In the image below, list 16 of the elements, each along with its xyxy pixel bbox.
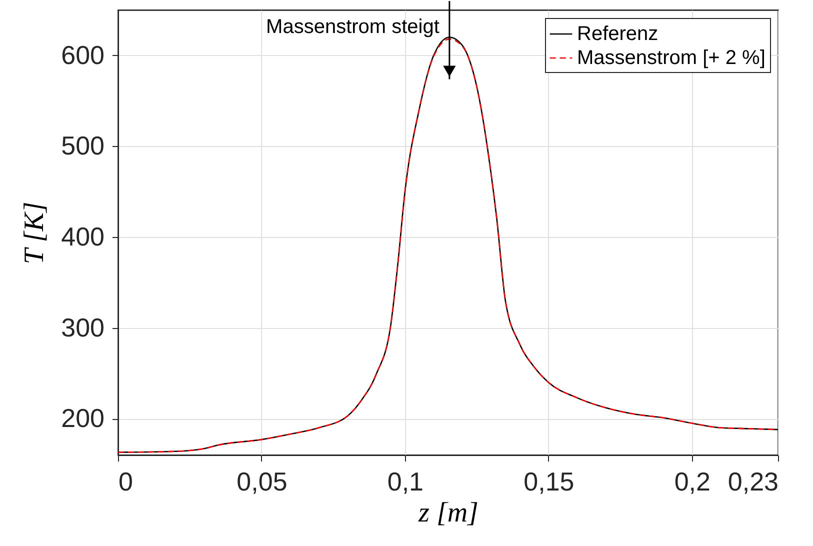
y-tick-label: 400 <box>61 222 104 252</box>
y-tick-label: 300 <box>61 312 104 342</box>
x-tick-label: 0,15 <box>524 466 574 496</box>
y-tick-label: 200 <box>61 403 104 434</box>
x-tick-label: 0,23 <box>728 466 778 496</box>
annotation: Massenstrom steigt <box>266 16 440 38</box>
legend-label: Referenz <box>577 23 658 45</box>
y-tick-label: 600 <box>61 40 104 70</box>
x-tick-label: 0,1 <box>387 466 424 496</box>
x-tick-label: 0,05 <box>236 466 288 496</box>
y-axis-title: T [K] <box>19 202 50 264</box>
x-tick-label: 0 <box>118 466 133 496</box>
x-tick-label: 0,2 <box>674 466 710 496</box>
legend-label: Massenstrom [+ 2 %] <box>577 47 766 69</box>
y-tick-label: 500 <box>61 130 104 161</box>
x-axis-title: z [m] <box>418 498 478 528</box>
